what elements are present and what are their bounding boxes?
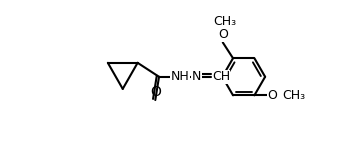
Text: N: N (192, 70, 201, 83)
Text: CH₃: CH₃ (282, 89, 306, 102)
Text: O: O (267, 89, 278, 102)
Text: NH: NH (171, 70, 190, 83)
Text: O: O (150, 85, 161, 99)
Text: O: O (218, 28, 228, 42)
Text: CH: CH (212, 70, 230, 83)
Text: CH₃: CH₃ (213, 15, 236, 28)
